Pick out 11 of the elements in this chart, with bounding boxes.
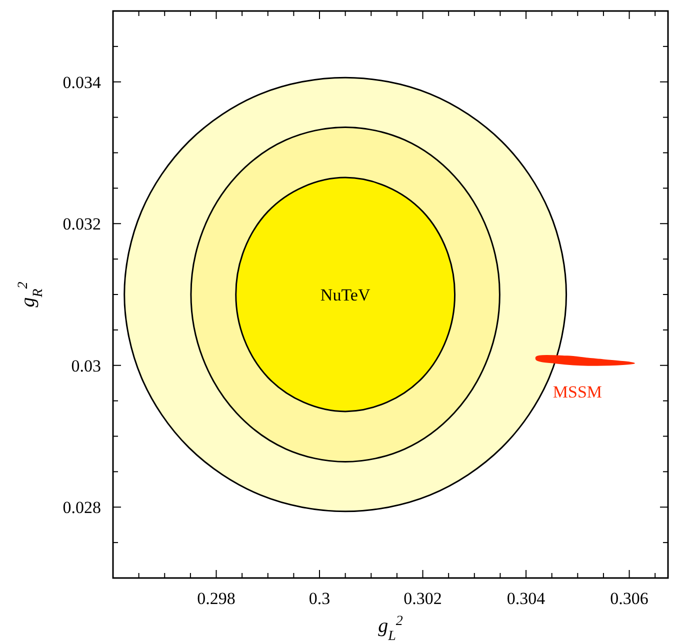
series-label: MSSM: [552, 382, 602, 402]
x-tick-label: 0.306: [610, 589, 648, 608]
x-tick-label: 0.3: [308, 589, 330, 608]
x-tick-label: 0.302: [404, 589, 442, 608]
annotation: NuTeV: [320, 285, 371, 304]
y-tick-label: 0.032: [62, 214, 101, 234]
y-tick-label: 0.028: [62, 498, 101, 518]
y-tick-label: 0.034: [62, 72, 102, 92]
x-tick-label: 0.298: [197, 589, 236, 608]
x-tick-label: 0.304: [506, 589, 546, 608]
y-tick-label: 0.03: [71, 356, 101, 376]
